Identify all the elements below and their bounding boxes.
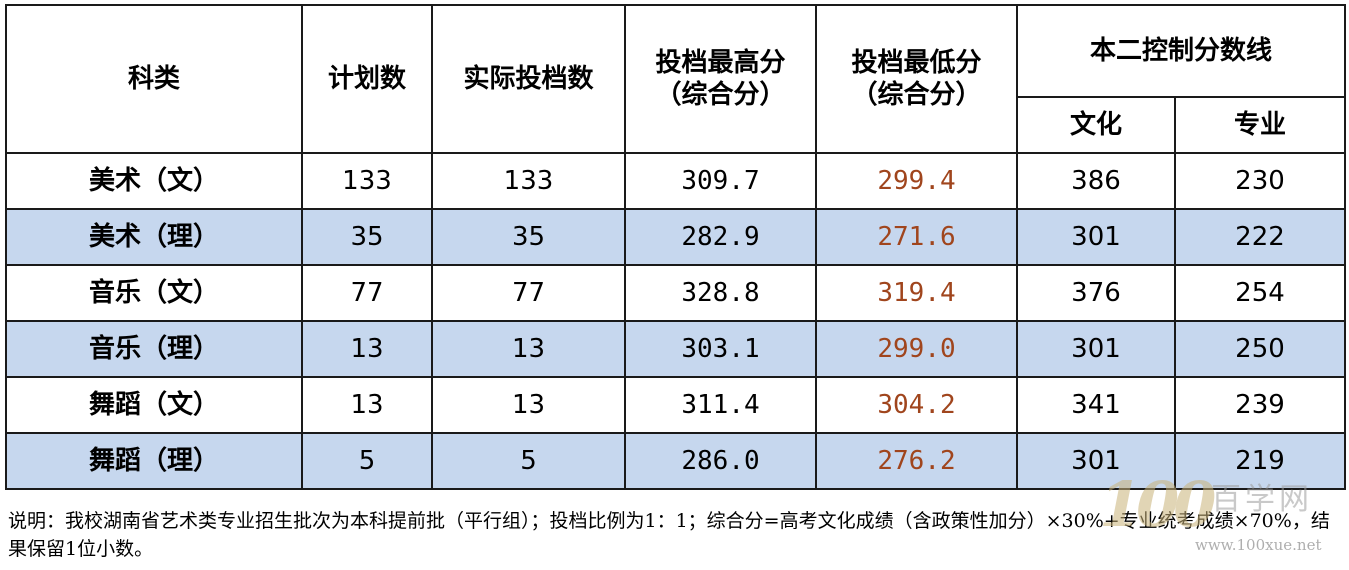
cell-max-score: 303.1 — [624, 320, 817, 378]
table-row: 美术（理） 35 35 282.9 271.6 301 222 — [5, 208, 1346, 266]
admission-score-table: 科类 计划数 实际投档数 投档最高分 （综合分） 投档最低分 （综合分） 本二控… — [5, 4, 1346, 490]
cell-max-score: 282.9 — [624, 208, 817, 266]
cell-plan: 5 — [301, 432, 433, 490]
cell-max-score: 286.0 — [624, 432, 817, 490]
cell-plan: 13 — [301, 320, 433, 378]
cell-max-score: 311.4 — [624, 376, 817, 434]
cell-culture-line: 301 — [1016, 432, 1176, 490]
cell-actual: 5 — [431, 432, 626, 490]
cell-culture-line: 376 — [1016, 264, 1176, 322]
table-row: 音乐（理） 13 13 303.1 299.0 301 250 — [5, 320, 1346, 378]
cell-culture-line: 341 — [1016, 376, 1176, 434]
cell-category: 音乐（文） — [5, 264, 303, 322]
header-min-score: 投档最低分 （综合分） — [815, 4, 1018, 154]
cell-major-line: 222 — [1174, 208, 1346, 266]
header-control-line: 本二控制分数线 — [1016, 4, 1346, 98]
cell-min-score: 299.4 — [815, 152, 1018, 210]
cell-min-score: 271.6 — [815, 208, 1018, 266]
header-plan: 计划数 — [301, 4, 433, 154]
header-culture: 文化 — [1016, 96, 1176, 154]
header-category: 科类 — [5, 4, 303, 154]
cell-min-score: 304.2 — [815, 376, 1018, 434]
cell-min-score: 319.4 — [815, 264, 1018, 322]
cell-min-score: 276.2 — [815, 432, 1018, 490]
cell-actual: 13 — [431, 376, 626, 434]
header-major: 专业 — [1174, 96, 1346, 154]
cell-culture-line: 301 — [1016, 320, 1176, 378]
header-actual: 实际投档数 — [431, 4, 626, 154]
cell-plan: 77 — [301, 264, 433, 322]
table-row: 舞蹈（理） 5 5 286.0 276.2 301 219 — [5, 432, 1346, 490]
header-max-score-line1: 投档最高分 — [655, 47, 786, 78]
footnote: 说明：我校湖南省艺术类专业招生批次为本科提前批（平行组）；投档比例为1：1；综合… — [8, 510, 1330, 560]
cell-plan: 35 — [301, 208, 433, 266]
cell-category: 美术（文） — [5, 152, 303, 210]
table-row: 音乐（文） 77 77 328.8 319.4 376 254 — [5, 264, 1346, 322]
cell-major-line: 219 — [1174, 432, 1346, 490]
cell-category: 舞蹈（理） — [5, 432, 303, 490]
table-body: 美术（文） 133 133 309.7 299.4 386 230 美术（理） 35 35 282.… — [5, 152, 1346, 490]
cell-major-line: 254 — [1174, 264, 1346, 322]
cell-max-score: 328.8 — [624, 264, 817, 322]
cell-actual: 13 — [431, 320, 626, 378]
cell-max-score: 309.7 — [624, 152, 817, 210]
cell-actual: 35 — [431, 208, 626, 266]
cell-major-line: 230 — [1174, 152, 1346, 210]
table-row: 舞蹈（文） 13 13 311.4 304.2 341 239 — [5, 376, 1346, 434]
cell-major-line: 239 — [1174, 376, 1346, 434]
cell-actual: 77 — [431, 264, 626, 322]
header-max-score-line2: （综合分） — [655, 80, 786, 110]
cell-culture-line: 301 — [1016, 208, 1176, 266]
cell-plan: 133 — [301, 152, 433, 210]
cell-category: 音乐（理） — [5, 320, 303, 378]
header-max-score: 投档最高分 （综合分） — [624, 4, 817, 154]
cell-category: 美术（理） — [5, 208, 303, 266]
header-min-score-line2: （综合分） — [851, 80, 982, 110]
cell-major-line: 250 — [1174, 320, 1346, 378]
header-min-score-line1: 投档最低分 — [851, 47, 982, 78]
cell-culture-line: 386 — [1016, 152, 1176, 210]
cell-actual: 133 — [431, 152, 626, 210]
cell-category: 舞蹈（文） — [5, 376, 303, 434]
table-row: 美术（文） 133 133 309.7 299.4 386 230 — [5, 152, 1346, 210]
cell-plan: 13 — [301, 376, 433, 434]
cell-min-score: 299.0 — [815, 320, 1018, 378]
